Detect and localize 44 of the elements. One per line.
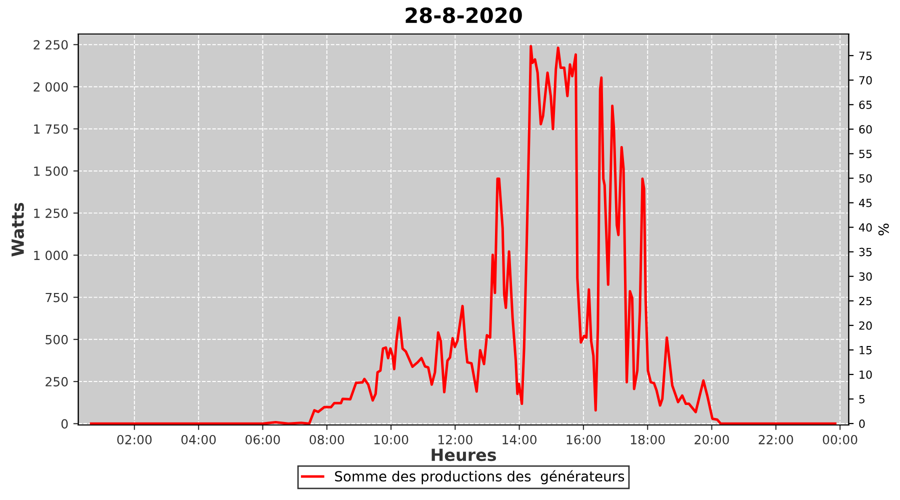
- y2-tick-label: 30: [859, 272, 872, 281]
- y2-tick-label: 10: [860, 370, 872, 379]
- y-tick-label: 1 000: [34, 250, 68, 260]
- y2-tick-label: 25: [859, 296, 872, 306]
- chart-title: 28-8-2020: [406, 7, 522, 24]
- y2-tick-label: 20: [859, 321, 872, 330]
- y2-axis-title: %: [878, 224, 889, 236]
- x-tick-label: 22:00: [758, 434, 794, 444]
- x-tick-label: 12:00: [438, 434, 472, 444]
- y-tick-label: 0: [61, 419, 68, 429]
- y2-tick-label: 50: [859, 174, 872, 183]
- y-tick-label: 500: [46, 334, 68, 344]
- x-tick-label: 06:00: [246, 434, 280, 444]
- y2-tick-label: 5: [859, 395, 865, 404]
- y2-tick-label: 40: [858, 223, 872, 232]
- y-tick-label: 250: [46, 377, 68, 386]
- y-tick-label: 2 000: [34, 82, 68, 92]
- y2-tick-label: 75: [859, 52, 872, 60]
- y2-tick-label: 35: [859, 248, 872, 256]
- x-tick-label: 20:00: [694, 434, 729, 444]
- y-tick-label: 1 500: [34, 166, 68, 176]
- line-series: [90, 45, 836, 425]
- y-tick-label: 2 250: [34, 40, 68, 50]
- x-axis-title: Heures: [432, 448, 496, 462]
- x-tick-label: 14:00: [502, 434, 536, 444]
- y2-tick-label: 70: [859, 76, 872, 84]
- x-tick-label: 00:00: [822, 434, 858, 444]
- y-tick-label: 1 750: [34, 124, 68, 134]
- y2-tick-label: 45: [858, 198, 872, 208]
- y2-tick-label: 60: [859, 125, 872, 134]
- y2-tick-label: 0: [859, 420, 865, 428]
- x-tick-label: 04:00: [181, 434, 216, 444]
- y-axis-title: Watts: [12, 202, 24, 256]
- x-tick-label: 16:00: [566, 434, 601, 444]
- x-tick-label: 10:00: [374, 434, 408, 444]
- y-tick-label: 1 250: [34, 208, 68, 218]
- y2-tick-label: 15: [860, 346, 872, 354]
- x-tick-label: 02:00: [117, 434, 152, 444]
- y2-tick-label: 55: [859, 150, 872, 158]
- y-tick-label: 750: [46, 292, 68, 302]
- y2-tick-label: 65: [859, 100, 872, 110]
- x-tick-label: 08:00: [310, 434, 344, 444]
- legend-label: Somme des productions des générateurs: [335, 470, 624, 484]
- x-tick-label: 18:00: [630, 434, 665, 444]
